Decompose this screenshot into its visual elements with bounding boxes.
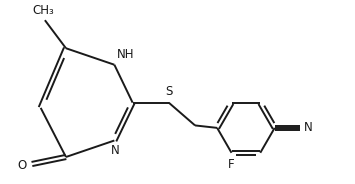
Text: CH₃: CH₃	[32, 4, 54, 17]
Text: O: O	[17, 159, 27, 172]
Text: N: N	[304, 121, 313, 134]
Text: NH: NH	[117, 48, 135, 61]
Text: N: N	[111, 144, 119, 157]
Text: F: F	[228, 158, 235, 171]
Text: S: S	[165, 85, 173, 98]
